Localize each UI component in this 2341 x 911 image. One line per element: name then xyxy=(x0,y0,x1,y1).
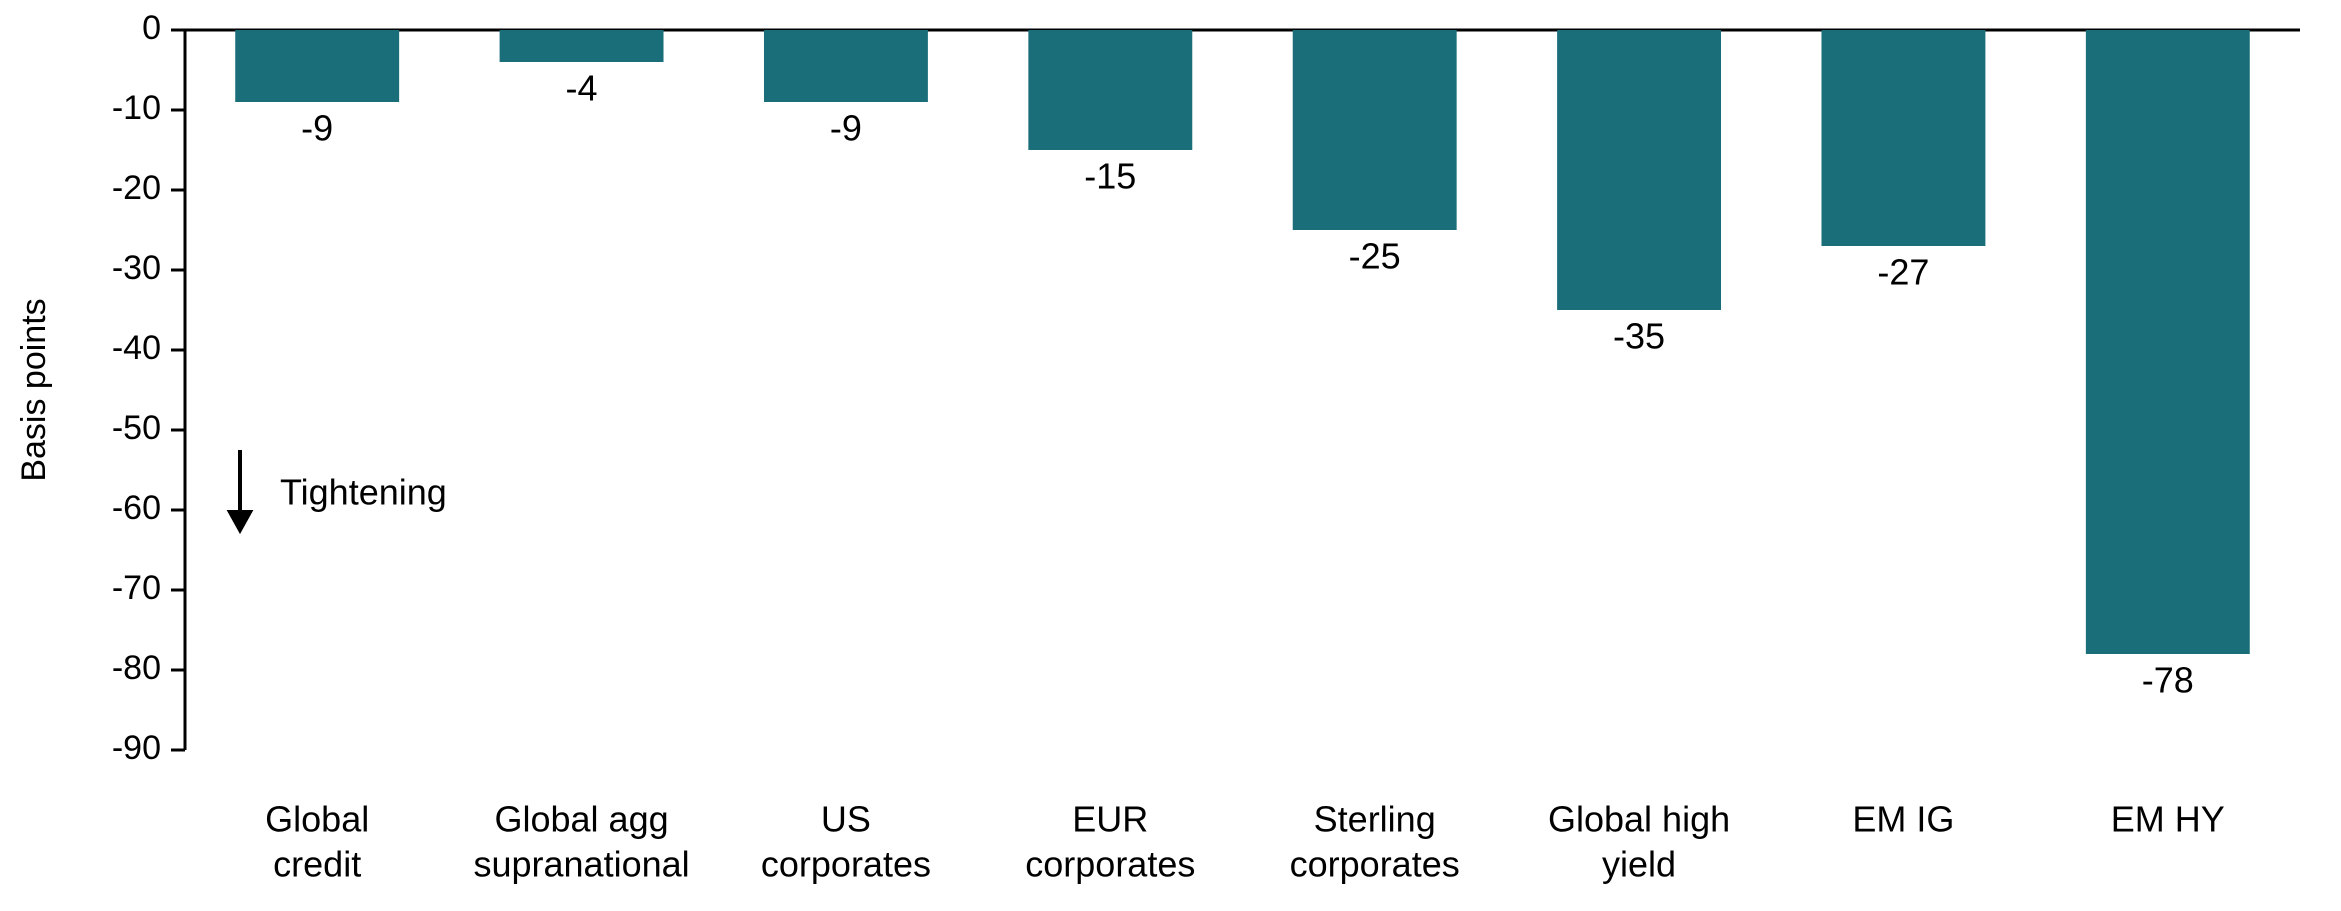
category-label: EM IG xyxy=(1852,798,1954,839)
bar-value-label: -78 xyxy=(2142,659,2194,700)
category-label: US xyxy=(821,798,871,839)
category-label: Global xyxy=(265,798,369,839)
bar xyxy=(500,30,664,62)
bar xyxy=(2086,30,2250,654)
category-label: corporates xyxy=(1025,843,1195,884)
y-tick-label: -40 xyxy=(112,329,161,367)
category-label: yield xyxy=(1602,843,1676,884)
category-label: Global high xyxy=(1548,798,1730,839)
category-label: Sterling xyxy=(1314,798,1436,839)
bar xyxy=(1028,30,1192,150)
category-label: EM HY xyxy=(2111,798,2225,839)
category-label: Global agg xyxy=(494,798,668,839)
bar xyxy=(764,30,928,102)
bar-value-label: -9 xyxy=(301,107,333,148)
bar xyxy=(235,30,399,102)
bar-value-label: -15 xyxy=(1084,155,1136,196)
bar-value-label: -4 xyxy=(566,67,598,108)
bar xyxy=(1293,30,1457,230)
tightening-label: Tightening xyxy=(280,472,447,513)
y-tick-label: -60 xyxy=(112,489,161,527)
bar-value-label: -25 xyxy=(1349,235,1401,276)
category-label: EUR xyxy=(1072,798,1148,839)
bar-value-label: -27 xyxy=(1877,251,1929,292)
y-tick-label: -80 xyxy=(112,649,161,687)
y-tick-label: -90 xyxy=(112,729,161,767)
spread-change-chart: 0 -10 -20 -30 -40 -50 -60 -70 -80 -90 Basis points… xyxy=(0,0,2341,911)
y-tick-label: -50 xyxy=(112,409,161,447)
category-label: credit xyxy=(273,843,361,884)
y-axis-title: Basis points xyxy=(15,298,53,481)
tightening-arrow-head xyxy=(230,512,250,530)
y-tick-label: -20 xyxy=(112,169,161,207)
bar xyxy=(1821,30,1985,246)
y-tick-label: -10 xyxy=(112,89,161,127)
y-tick-label: -30 xyxy=(112,249,161,287)
y-tick-label: 0 xyxy=(142,9,161,47)
bar-value-label: -35 xyxy=(1613,315,1665,356)
category-label: corporates xyxy=(761,843,931,884)
bar-value-label: -9 xyxy=(830,107,862,148)
bar xyxy=(1557,30,1721,310)
category-label: corporates xyxy=(1290,843,1460,884)
y-tick-label: -70 xyxy=(112,569,161,607)
category-label: supranational xyxy=(473,843,689,884)
